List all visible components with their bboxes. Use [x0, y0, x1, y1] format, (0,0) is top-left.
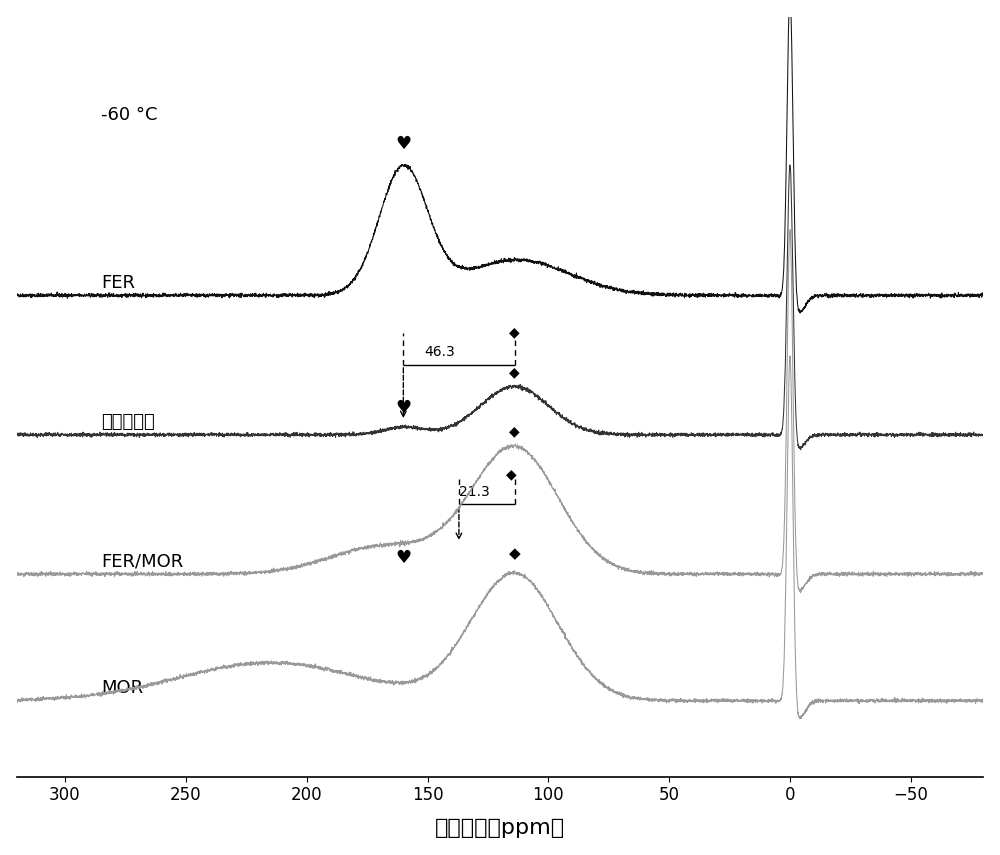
Text: ◆: ◆ — [509, 546, 520, 562]
Text: 46.3: 46.3 — [424, 345, 455, 359]
Text: FER/MOR: FER/MOR — [101, 552, 184, 570]
Text: ◆: ◆ — [509, 365, 520, 379]
Text: -60 °C: -60 °C — [101, 106, 158, 124]
Text: ♥: ♥ — [395, 549, 411, 568]
Text: ◆: ◆ — [506, 468, 517, 481]
Text: ◆: ◆ — [509, 424, 520, 438]
Text: FER: FER — [101, 274, 135, 292]
Text: 机械混合物: 机械混合物 — [101, 413, 155, 431]
Text: MOR: MOR — [101, 679, 143, 697]
Text: ♥: ♥ — [395, 399, 411, 417]
Text: ◆: ◆ — [509, 326, 519, 339]
Text: 21.3: 21.3 — [459, 486, 490, 499]
X-axis label: 化学位移（ppm）: 化学位移（ppm） — [435, 818, 565, 839]
Text: ♥: ♥ — [395, 135, 411, 153]
